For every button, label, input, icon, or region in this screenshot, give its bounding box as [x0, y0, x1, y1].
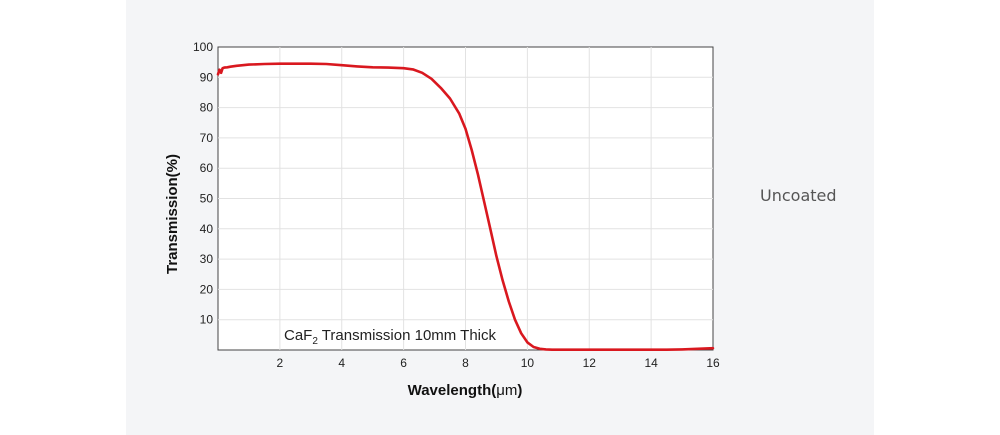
grid-lines — [218, 47, 713, 350]
x-tick-label: 14 — [644, 356, 658, 370]
coating-label: Uncoated — [760, 186, 837, 205]
y-axis-label: Transmission(%) — [164, 154, 181, 274]
y-tick-label: 10 — [200, 313, 214, 327]
y-tick-label: 60 — [200, 161, 214, 175]
y-tick-label: 80 — [200, 101, 214, 115]
x-tick-label: 16 — [706, 356, 720, 370]
x-tick-label: 6 — [400, 356, 407, 370]
x-tick-label: 2 — [277, 356, 284, 370]
y-tick-label: 50 — [200, 192, 214, 206]
x-tick-label: 12 — [583, 356, 597, 370]
y-tick-label: 70 — [200, 131, 214, 145]
y-tick-label: 20 — [200, 282, 214, 296]
x-tick-label: 10 — [521, 356, 535, 370]
x-axis-label: Wavelength(μm) — [408, 382, 523, 399]
chart-annotation: CaF2 Transmission 10mm Thick — [284, 327, 497, 347]
x-tick-label: 8 — [462, 356, 469, 370]
y-tick-label: 90 — [200, 70, 214, 84]
y-tick-label: 40 — [200, 222, 214, 236]
transmission-curve — [216, 62, 715, 351]
tick-labels: 2 4 6 8 10 12 14 16 10 20 30 40 50 60 70 80 90 100 — [193, 40, 720, 370]
x-tick-label: 4 — [338, 356, 345, 370]
y-tick-label: 100 — [193, 40, 213, 54]
series-layer — [216, 62, 715, 351]
y-tick-label: 30 — [200, 252, 214, 266]
